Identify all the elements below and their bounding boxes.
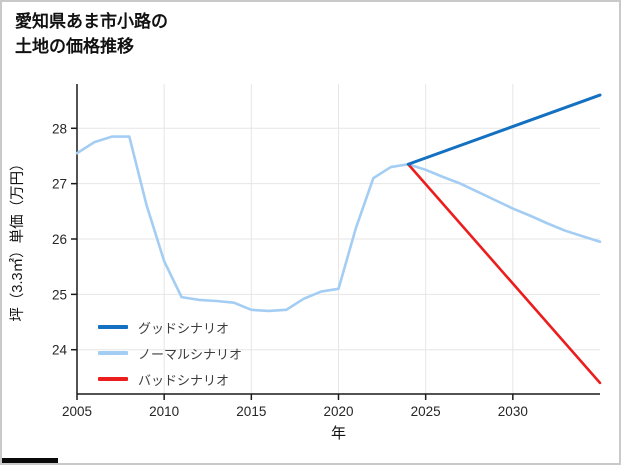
svg-text:年: 年: [331, 425, 346, 442]
svg-text:2005: 2005: [62, 404, 92, 419]
chart-title-line2: 土地の価格推移: [15, 36, 134, 56]
legend-item-bad: バッドシナリオ: [98, 366, 242, 392]
chart-title: 愛知県あま市小路の 土地の価格推移: [15, 10, 168, 59]
legend-swatch-bad: [98, 377, 128, 381]
svg-text:26: 26: [52, 232, 67, 247]
svg-text:坪（3.3㎡）単価（万円）: 坪（3.3㎡）単価（万円）: [9, 156, 26, 321]
svg-text:2020: 2020: [323, 404, 353, 419]
legend-item-good: グッドシナリオ: [98, 314, 242, 340]
svg-text:27: 27: [52, 177, 67, 192]
svg-text:25: 25: [52, 287, 67, 302]
price-chart-area: 2005 2010 2015 2020 2025 2030 24 25 26 27 28 年 坪（3.3…: [2, 64, 619, 463]
svg-text:2010: 2010: [149, 404, 179, 419]
price-chart: 2005 2010 2015 2020 2025 2030 24 25 26 27 28 年 坪（3.3…: [9, 84, 602, 442]
legend-item-normal: ノーマルシナリオ: [98, 340, 242, 366]
svg-text:28: 28: [52, 121, 67, 136]
svg-text:24: 24: [52, 343, 68, 358]
chart-title-line1: 愛知県あま市小路の: [15, 12, 168, 31]
page-edge-fragment: [2, 458, 58, 463]
legend-label-good: グッドシナリオ: [138, 320, 230, 336]
svg-text:2015: 2015: [236, 404, 266, 419]
legend-swatch-normal: [98, 351, 128, 355]
svg-text:2025: 2025: [411, 404, 441, 419]
legend-label-bad: バッドシナリオ: [138, 372, 230, 388]
legend-swatch-good: [98, 325, 128, 329]
chart-legend: グッドシナリオ ノーマルシナリオ バッドシナリオ: [98, 314, 242, 392]
svg-text:2030: 2030: [498, 404, 528, 419]
legend-label-normal: ノーマルシナリオ: [138, 346, 243, 362]
